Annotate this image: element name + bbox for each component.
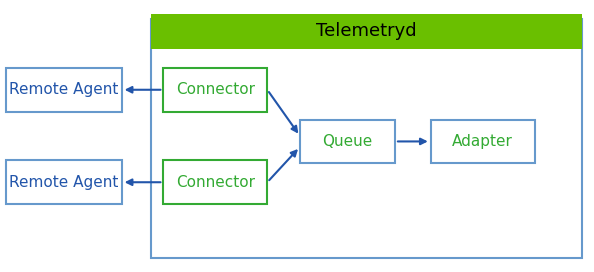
Text: Connector: Connector [176,175,255,190]
Bar [6,68,122,112]
Text: Connector: Connector [176,82,255,97]
Bar [163,68,267,112]
Text: Adapter: Adapter [452,134,513,149]
Bar [151,19,582,258]
Bar [6,160,122,204]
Bar [431,120,535,163]
Text: Telemetryd: Telemetryd [317,22,417,40]
Text: Remote Agent: Remote Agent [9,175,119,190]
Bar [163,160,267,204]
Bar [300,120,395,163]
Text: Queue: Queue [323,134,372,149]
Bar [151,14,582,49]
Text: Remote Agent: Remote Agent [9,82,119,97]
